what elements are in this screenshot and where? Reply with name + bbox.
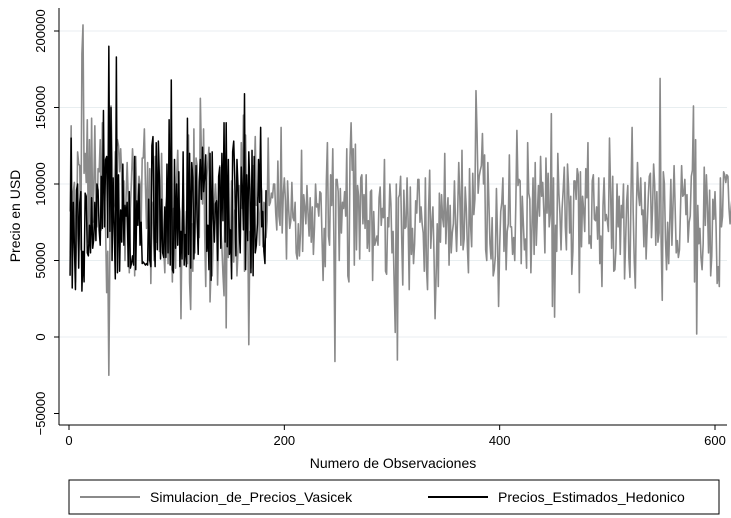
y-tick-label: 50000: [33, 242, 48, 278]
series-line-hedonico: [69, 45, 267, 292]
legend: Simulacion_de_Precios_Vasicek Precios_Es…: [68, 479, 720, 515]
legend-label-hedonico: Precios_Estimados_Hedonico: [498, 489, 685, 505]
ticks-layer: −50000 0 50000 100000 150000 200000 0 200 400 600: [33, 9, 726, 448]
y-tick-label: 150000: [33, 86, 48, 129]
x-axis-title: Numero de Observaciones: [310, 455, 477, 471]
axes-layer: [58, 8, 727, 426]
series-layer: [69, 24, 731, 377]
y-axis-title: Precio en USD: [7, 170, 23, 263]
x-tick-label: 0: [65, 433, 72, 448]
y-tick-label: 0: [33, 333, 48, 340]
x-tick-label: 200: [273, 433, 295, 448]
y-tick-label: −50000: [33, 392, 48, 436]
x-tick-label: 400: [489, 433, 511, 448]
x-tick-label: 600: [704, 433, 726, 448]
y-tick-label: 100000: [33, 162, 48, 205]
y-tick-label: 200000: [33, 9, 48, 52]
legend-box: [68, 479, 720, 515]
legend-label-vasicek: Simulacion_de_Precios_Vasicek: [150, 489, 353, 505]
